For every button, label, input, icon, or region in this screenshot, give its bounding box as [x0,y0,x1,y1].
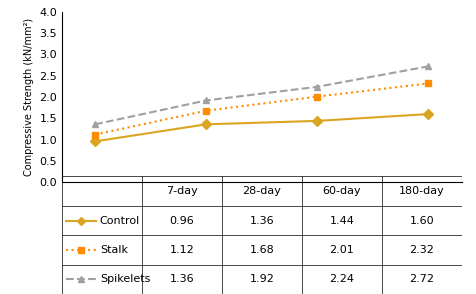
Text: 28-day: 28-day [242,186,281,196]
Y-axis label: Compressive Strength (kN/mm²): Compressive Strength (kN/mm²) [24,18,34,176]
Text: Control: Control [100,216,140,225]
Text: 7-day: 7-day [166,186,198,196]
Text: 1.36: 1.36 [169,274,194,284]
Text: 60-day: 60-day [322,186,361,196]
Text: 2.72: 2.72 [409,274,434,284]
Text: 1.44: 1.44 [329,216,354,225]
Text: 2.32: 2.32 [409,245,434,255]
Text: 1.92: 1.92 [249,274,274,284]
Text: 180-day: 180-day [399,186,445,196]
Text: 1.60: 1.60 [409,216,434,225]
Text: 2.24: 2.24 [329,274,354,284]
Text: 2.01: 2.01 [329,245,354,255]
Text: Stalk: Stalk [100,245,128,255]
Text: 1.12: 1.12 [169,245,194,255]
Text: Spikelets: Spikelets [100,274,150,284]
Text: 0.96: 0.96 [169,216,194,225]
Text: 1.68: 1.68 [249,245,274,255]
Text: 1.36: 1.36 [249,216,274,225]
